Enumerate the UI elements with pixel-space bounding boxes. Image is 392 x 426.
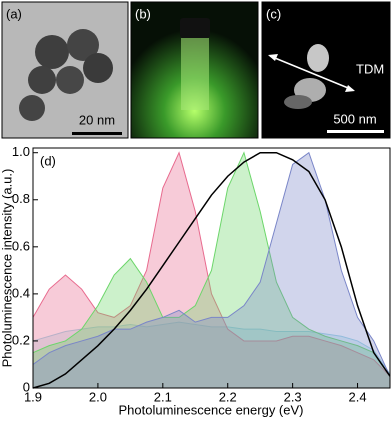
arrow-head xyxy=(345,85,355,92)
x-axis-label: Photoluminescence energy (eV) xyxy=(119,402,304,417)
x-tick-label: 2.3 xyxy=(284,389,302,404)
panel-label: (d) xyxy=(40,153,56,168)
panel-label: (c) xyxy=(266,6,281,21)
scale-bar xyxy=(327,130,384,133)
y-tick-label: 0.4 xyxy=(12,285,30,300)
particle xyxy=(28,66,56,94)
x-tick-label: 1.9 xyxy=(24,389,42,404)
plot-frame xyxy=(32,147,391,389)
y-tick-label: 0.6 xyxy=(12,238,30,253)
particle xyxy=(56,66,84,94)
vial-body xyxy=(181,38,209,110)
x-tick-label: 2.1 xyxy=(154,389,172,404)
y-tick-label: 0.8 xyxy=(12,191,30,206)
scale-bar xyxy=(72,132,122,135)
scale-bar-label: 500 nm xyxy=(333,111,376,126)
panel-a: (a) 20 nm xyxy=(1,1,129,139)
area xyxy=(32,151,391,389)
chart: (d) Photoluminescence energy (eV) Photol… xyxy=(0,144,391,417)
panel-label: (b) xyxy=(135,6,151,21)
y-tick-label: 0 xyxy=(23,379,30,394)
emission-spot xyxy=(284,95,312,109)
panel-c: TDM (c) 500 nm xyxy=(261,1,391,139)
emission-spot xyxy=(307,44,329,72)
annotation: TDM xyxy=(356,61,384,76)
vial-cap xyxy=(180,18,210,38)
x-tick-label: 2.2 xyxy=(219,389,237,404)
panel-label: (a) xyxy=(6,6,22,21)
y-tick-label: 0.2 xyxy=(12,332,30,347)
particle xyxy=(35,35,69,69)
scale-bar-label: 20 nm xyxy=(79,112,115,127)
x-tick-label: 2.4 xyxy=(349,389,367,404)
y-axis-label: Photoluminescence intensity (a.u.) xyxy=(0,169,14,368)
area xyxy=(32,321,391,389)
particle xyxy=(83,53,113,83)
panel-b: (b) xyxy=(130,1,259,139)
tdm-arrow xyxy=(269,55,354,91)
y-tick-label: 1.0 xyxy=(12,144,30,159)
particle xyxy=(19,95,45,121)
pl-image xyxy=(261,1,391,139)
x-tick-label: 2.0 xyxy=(89,389,107,404)
line xyxy=(32,151,391,389)
particle xyxy=(67,29,99,61)
arrow-head xyxy=(268,54,278,61)
